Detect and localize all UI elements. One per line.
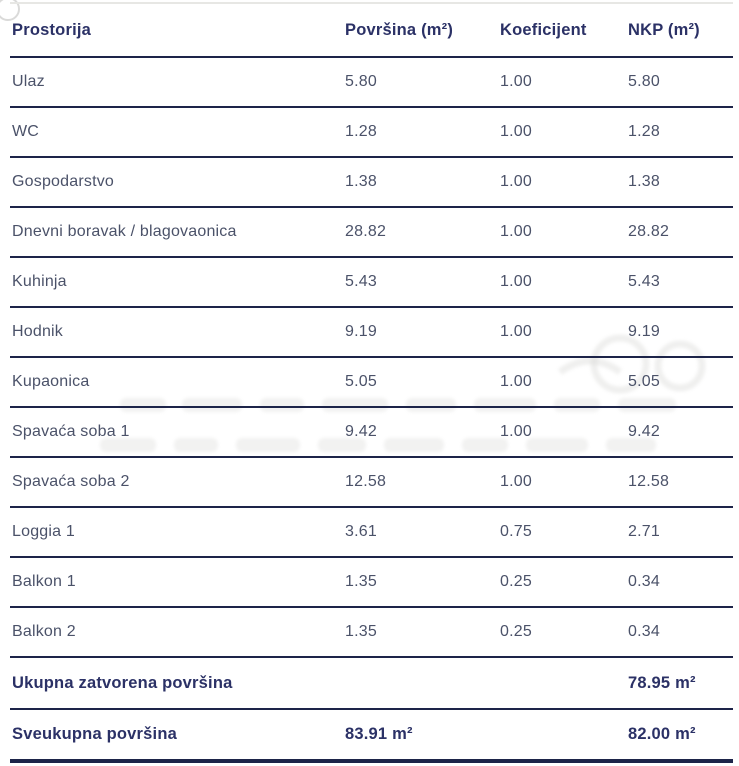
total-row-enclosed-area: Ukupna zatvorena površina 78.95 m² bbox=[10, 657, 733, 709]
total-label-cell: Sveukupna površina bbox=[12, 725, 177, 743]
povrsina-cell: 9.42 bbox=[345, 423, 377, 440]
room-name-cell: Loggia 1 bbox=[12, 523, 75, 540]
room-name-cell: WC bbox=[12, 123, 40, 140]
povrsina-cell: 83.91 m² bbox=[345, 725, 413, 743]
koeficijent-cell: 0.25 bbox=[500, 573, 532, 590]
table-header: Prostorija Površina (m²) Koeficijent NKP… bbox=[10, 3, 733, 57]
room-name-cell: Dnevni boravak / blagovaonica bbox=[12, 223, 237, 240]
total-label-cell: Ukupna zatvorena površina bbox=[12, 673, 233, 692]
nkp-cell: 9.19 bbox=[628, 323, 660, 340]
column-header-prostorija: Prostorija bbox=[12, 20, 92, 39]
povrsina-cell bbox=[343, 657, 498, 709]
nkp-cell: 0.34 bbox=[628, 623, 660, 640]
koeficijent-cell: 0.25 bbox=[500, 623, 532, 640]
nkp-cell: 5.05 bbox=[628, 373, 660, 390]
room-name-cell: Spavaća soba 2 bbox=[12, 473, 130, 490]
koeficijent-cell: 1.00 bbox=[500, 323, 532, 340]
povrsina-cell: 1.35 bbox=[345, 623, 377, 640]
povrsina-cell: 1.28 bbox=[345, 123, 377, 140]
total-row-overall-area: Sveukupna površina 83.91 m² 82.00 m² bbox=[10, 709, 733, 761]
koeficijent-cell: 1.00 bbox=[500, 173, 532, 190]
nkp-cell: 1.28 bbox=[628, 123, 660, 140]
table-row: Balkon 2 1.35 0.25 0.34 bbox=[10, 607, 733, 657]
table-row: Kupaonica 5.05 1.00 5.05 bbox=[10, 357, 733, 407]
room-name-cell: Spavaća soba 1 bbox=[12, 423, 130, 440]
nkp-cell: 28.82 bbox=[628, 223, 670, 240]
table-row: Hodnik 9.19 1.00 9.19 bbox=[10, 307, 733, 357]
table-row: Spavaća soba 2 12.58 1.00 12.58 bbox=[10, 457, 733, 507]
koeficijent-cell bbox=[498, 657, 626, 709]
povrsina-cell: 3.61 bbox=[345, 523, 377, 540]
nkp-cell: 12.58 bbox=[628, 473, 670, 490]
room-name-cell: Gospodarstvo bbox=[12, 173, 115, 190]
nkp-cell: 0.34 bbox=[628, 573, 660, 590]
nkp-cell: 1.38 bbox=[628, 173, 660, 190]
table-row: Dnevni boravak / blagovaonica 28.82 1.00… bbox=[10, 207, 733, 257]
column-header-povrsina: Površina (m²) bbox=[345, 20, 454, 39]
table-row: Ulaz 5.80 1.00 5.80 bbox=[10, 57, 733, 107]
column-header-koeficijent: Koeficijent bbox=[500, 20, 587, 39]
room-name-cell: Hodnik bbox=[12, 323, 64, 340]
table-row: Loggia 1 3.61 0.75 2.71 bbox=[10, 507, 733, 557]
table-footer: Ukupna zatvorena površina 78.95 m² Sveuk… bbox=[10, 657, 733, 761]
table-body: Ulaz 5.80 1.00 5.80 WC 1.28 1.00 1.28 Go… bbox=[10, 57, 733, 657]
room-name-cell: Balkon 2 bbox=[12, 623, 76, 640]
povrsina-cell: 12.58 bbox=[345, 473, 387, 490]
table-row: WC 1.28 1.00 1.28 bbox=[10, 107, 733, 157]
povrsina-cell: 1.35 bbox=[345, 573, 377, 590]
koeficijent-cell: 1.00 bbox=[500, 73, 532, 90]
table-row: Spavaća soba 1 9.42 1.00 9.42 bbox=[10, 407, 733, 457]
room-name-cell: Kupaonica bbox=[12, 373, 90, 390]
column-header-nkp: NKP (m²) bbox=[628, 20, 700, 39]
room-area-table: Prostorija Površina (m²) Koeficijent NKP… bbox=[10, 2, 733, 763]
header-row: Prostorija Površina (m²) Koeficijent NKP… bbox=[10, 3, 733, 57]
koeficijent-cell bbox=[498, 709, 626, 761]
koeficijent-cell: 1.00 bbox=[500, 473, 532, 490]
koeficijent-cell: 1.00 bbox=[500, 223, 532, 240]
koeficijent-cell: 1.00 bbox=[500, 273, 532, 290]
nkp-cell: 78.95 m² bbox=[628, 673, 696, 692]
nkp-cell: 2.71 bbox=[628, 523, 660, 540]
table-row: Kuhinja 5.43 1.00 5.43 bbox=[10, 257, 733, 307]
nkp-cell: 5.43 bbox=[628, 273, 660, 290]
povrsina-cell: 5.80 bbox=[345, 73, 377, 90]
table-row: Balkon 1 1.35 0.25 0.34 bbox=[10, 557, 733, 607]
povrsina-cell: 5.43 bbox=[345, 273, 377, 290]
nkp-cell: 5.80 bbox=[628, 73, 660, 90]
nkp-cell: 9.42 bbox=[628, 423, 660, 440]
koeficijent-cell: 0.75 bbox=[500, 523, 532, 540]
room-name-cell: Ulaz bbox=[12, 73, 45, 90]
povrsina-cell: 5.05 bbox=[345, 373, 377, 390]
nkp-cell: 82.00 m² bbox=[628, 725, 696, 743]
koeficijent-cell: 1.00 bbox=[500, 423, 532, 440]
povrsina-cell: 28.82 bbox=[345, 223, 387, 240]
table-row: Gospodarstvo 1.38 1.00 1.38 bbox=[10, 157, 733, 207]
room-name-cell: Kuhinja bbox=[12, 273, 67, 290]
povrsina-cell: 1.38 bbox=[345, 173, 377, 190]
koeficijent-cell: 1.00 bbox=[500, 123, 532, 140]
room-name-cell: Balkon 1 bbox=[12, 573, 76, 590]
povrsina-cell: 9.19 bbox=[345, 323, 377, 340]
koeficijent-cell: 1.00 bbox=[500, 373, 532, 390]
